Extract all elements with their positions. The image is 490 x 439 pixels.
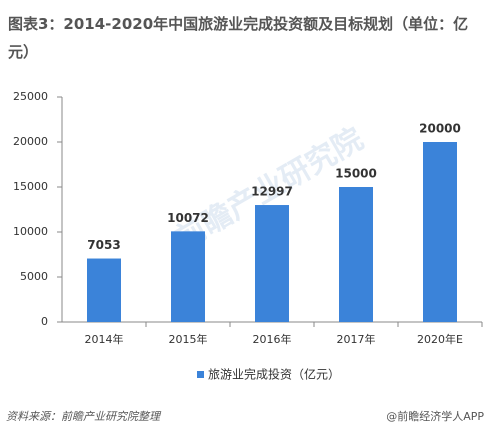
bar: [171, 231, 205, 322]
value-label: 20000: [419, 122, 461, 136]
bar: [339, 187, 373, 322]
x-tick-label: 2014年: [85, 332, 124, 346]
y-tick-label: 20000: [13, 135, 48, 148]
legend-swatch: [197, 371, 204, 378]
source: 资料来源：前瞻产业研究院整理: [6, 410, 160, 423]
bar: [87, 258, 121, 322]
x-tick-label: 2017年: [337, 332, 376, 346]
value-label: 10072: [167, 211, 209, 225]
value-label: 12997: [251, 185, 293, 199]
x-tick-label: 2020年E: [417, 332, 463, 346]
bar: [423, 142, 457, 322]
y-tick-label: 5000: [20, 270, 48, 283]
y-tick-label: 0: [41, 315, 48, 328]
y-tick-label: 10000: [13, 225, 48, 238]
y-tick-label: 15000: [13, 180, 48, 193]
bar: [255, 205, 289, 322]
legend-label: 旅游业完成投资（亿元）: [208, 367, 340, 382]
chart-title: 图表3：2014-2020年中国旅游业完成投资额及目标规划（单位：亿元）: [8, 15, 469, 61]
y-tick-label: 25000: [13, 90, 48, 103]
value-label: 7053: [87, 238, 120, 252]
x-tick-label: 2016年: [253, 332, 292, 346]
credit: @前瞻经济学人APP: [386, 410, 484, 423]
x-tick-label: 2015年: [169, 332, 208, 346]
value-label: 15000: [335, 167, 377, 181]
